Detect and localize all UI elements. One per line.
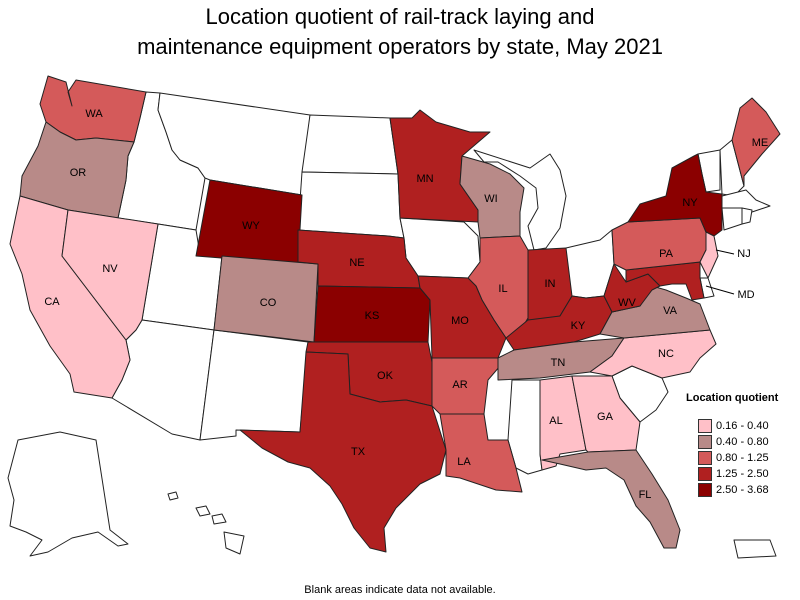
label-NC: NC bbox=[658, 348, 674, 360]
legend-swatch bbox=[698, 451, 712, 465]
state-PR[interactable] bbox=[733, 539, 777, 559]
label-TX: TX bbox=[351, 446, 366, 458]
leader-line-NJ bbox=[715, 249, 735, 255]
legend-label: 2.50 - 3.68 bbox=[716, 484, 769, 496]
state-MD[interactable] bbox=[625, 261, 705, 301]
label-GA: GA bbox=[597, 411, 614, 423]
map-title: Location quotient of rail-track laying a… bbox=[0, 2, 800, 62]
state-ND[interactable] bbox=[301, 114, 399, 175]
label-LA: LA bbox=[457, 456, 471, 468]
label-ME: ME bbox=[752, 137, 769, 149]
state-HI[interactable] bbox=[167, 491, 245, 555]
state-NM[interactable] bbox=[199, 329, 309, 441]
state-SD[interactable] bbox=[297, 171, 405, 239]
label-KS: KS bbox=[365, 310, 380, 322]
label-WI: WI bbox=[484, 193, 497, 205]
state-NJ[interactable] bbox=[699, 231, 719, 279]
state-AK[interactable] bbox=[7, 431, 129, 557]
label-AL: AL bbox=[549, 415, 562, 427]
label-VA: VA bbox=[663, 305, 678, 317]
label-WV: WV bbox=[618, 297, 636, 309]
label-CO: CO bbox=[260, 297, 277, 309]
legend: Location quotient 0.16 - 0.40 0.40 - 0.8… bbox=[686, 392, 778, 498]
state-ME[interactable] bbox=[731, 97, 781, 187]
state-FL[interactable] bbox=[541, 449, 681, 549]
legend-label: 0.16 - 0.40 bbox=[716, 420, 769, 432]
legend-item: 2.50 - 3.68 bbox=[686, 482, 778, 498]
state-NC[interactable] bbox=[589, 329, 717, 379]
label-NE: NE bbox=[349, 257, 364, 269]
state-GA[interactable] bbox=[571, 375, 641, 453]
label-IL: IL bbox=[498, 283, 507, 295]
legend-swatch bbox=[698, 435, 712, 449]
legend-title: Location quotient bbox=[686, 392, 779, 404]
label-IN: IN bbox=[545, 278, 556, 290]
state-PA[interactable] bbox=[611, 217, 707, 271]
legend-label: 0.80 - 1.25 bbox=[716, 452, 769, 464]
label-AR: AR bbox=[452, 379, 467, 391]
label-MD: MD bbox=[737, 289, 754, 301]
legend-swatch bbox=[698, 467, 712, 481]
legend-item: 0.80 - 1.25 bbox=[686, 450, 778, 466]
label-WY: WY bbox=[242, 220, 260, 232]
legend-label: 0.40 - 0.80 bbox=[716, 436, 769, 448]
legend-item: 0.40 - 0.80 bbox=[686, 434, 778, 450]
title-line-2: maintenance equipment operators by state… bbox=[137, 34, 663, 59]
label-NY: NY bbox=[682, 197, 698, 209]
state-NV[interactable] bbox=[61, 209, 159, 341]
state-TX[interactable] bbox=[239, 351, 447, 553]
legend-swatch bbox=[698, 483, 712, 497]
label-NV: NV bbox=[102, 263, 118, 275]
state-CT[interactable] bbox=[721, 207, 743, 231]
label-FL: FL bbox=[639, 489, 652, 501]
legend-item: 0.16 - 0.40 bbox=[686, 418, 778, 434]
state-LA[interactable] bbox=[439, 413, 523, 493]
label-OK: OK bbox=[377, 370, 394, 382]
state-NH[interactable] bbox=[719, 139, 745, 197]
label-NJ: NJ bbox=[737, 248, 750, 260]
legend-swatch bbox=[698, 419, 712, 433]
footnote: Blank areas indicate data not available. bbox=[304, 584, 496, 596]
label-CA: CA bbox=[44, 296, 60, 308]
leader-line-MD bbox=[705, 285, 735, 295]
label-MN: MN bbox=[416, 173, 433, 185]
state-RI[interactable] bbox=[741, 207, 753, 225]
leader-lines bbox=[705, 249, 735, 295]
label-MO: MO bbox=[451, 315, 469, 327]
label-KY: KY bbox=[571, 320, 586, 332]
legend-item: 1.25 - 2.50 bbox=[686, 466, 778, 482]
state-labels: WA OR CA NV WY CO NE KS OK TX MN WI IL M… bbox=[44, 108, 768, 501]
state-KS[interactable] bbox=[313, 285, 431, 343]
legend-label: 1.25 - 2.50 bbox=[716, 468, 769, 480]
state-OR[interactable] bbox=[19, 121, 135, 219]
label-PA: PA bbox=[659, 248, 674, 260]
title-line-1: Location quotient of rail-track laying a… bbox=[205, 4, 595, 29]
label-TN: TN bbox=[551, 357, 566, 369]
label-OR: OR bbox=[70, 167, 87, 179]
label-WA: WA bbox=[85, 108, 103, 120]
